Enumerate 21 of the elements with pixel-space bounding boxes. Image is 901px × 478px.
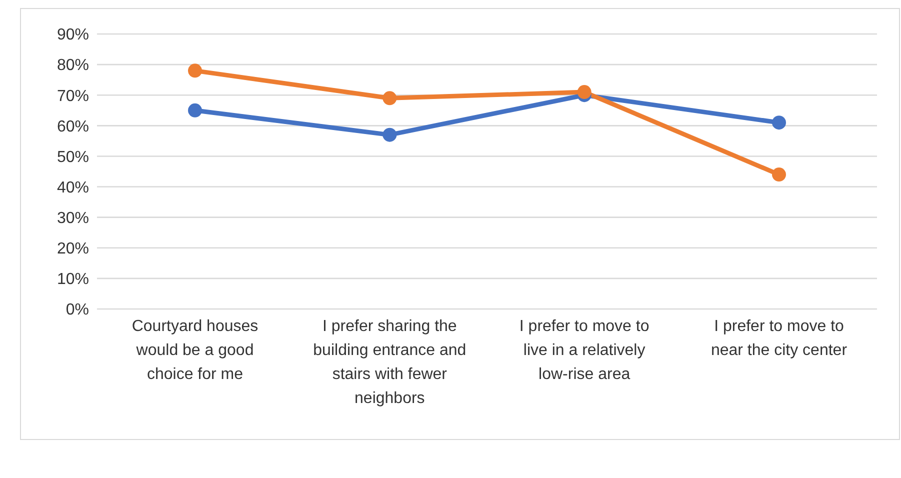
y-tick-label: 80% [56, 57, 89, 74]
point [577, 85, 592, 100]
y-tick-label: 70% [56, 88, 89, 105]
point [188, 64, 202, 78]
point [382, 128, 397, 142]
x-tick-label: I prefer to move to near the city center [710, 318, 848, 359]
y-tick-label: 30% [56, 210, 89, 228]
y-tick-label: 20% [56, 240, 89, 258]
x-tick-label: Courtyard houses would be a good choice for me [132, 318, 258, 383]
x-tick-label: I prefer sharing the building entrance and stairs with fewer neighbors [313, 318, 466, 407]
point [772, 168, 786, 182]
point [382, 91, 397, 106]
y-tick-label: 60% [56, 118, 89, 136]
y-tick-label: 10% [56, 271, 89, 288]
point [188, 103, 202, 118]
y-tick-label: 90% [56, 26, 89, 44]
point [772, 116, 786, 130]
y-tick-label: 50% [56, 148, 89, 166]
x-tick-label: I prefer to move to live in a relatively low-rise area [519, 318, 650, 383]
y-tick-label: 0% [66, 302, 89, 319]
y-tick-label: 40% [56, 179, 89, 196]
